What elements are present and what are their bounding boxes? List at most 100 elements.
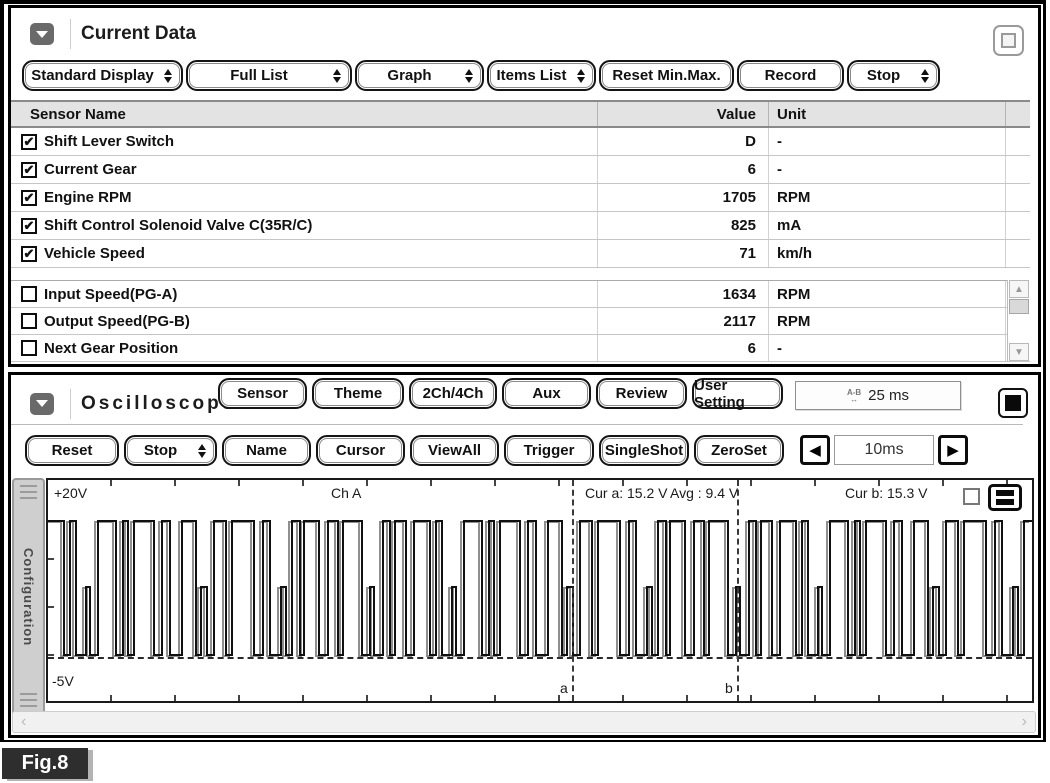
zeroset-button[interactable]: ZeroSet — [694, 435, 784, 466]
oscilloscope-panel: Oscilloscope Sensor Theme 2Ch/4Ch Aux Re… — [8, 372, 1041, 738]
row-checkbox[interactable] — [21, 313, 37, 329]
singleshot-button[interactable]: SingleShot — [599, 435, 689, 466]
collapse-button[interactable] — [30, 392, 54, 415]
trigger-button[interactable]: Trigger — [504, 435, 594, 466]
timebase-left-button[interactable]: ◀ — [800, 435, 830, 465]
left-ticks — [48, 558, 54, 658]
reset-button[interactable]: Reset — [25, 435, 119, 466]
button-label: 2Ch/4Ch — [422, 385, 484, 402]
sensor-unit: - — [768, 335, 1005, 361]
user-setting-button[interactable]: User Setting — [692, 377, 783, 411]
timebase-right-button[interactable]: ▶ — [938, 435, 968, 465]
stop-scope-dropdown[interactable]: Stop — [124, 435, 217, 466]
row-checkbox[interactable]: ✔ — [21, 161, 37, 178]
page-title: Current Data — [81, 23, 197, 44]
viewall-button[interactable]: ViewAll — [410, 435, 499, 466]
restore-window-button[interactable] — [993, 25, 1024, 56]
theme-button[interactable]: Theme — [312, 378, 404, 409]
average-readout: Avg : 9.4 V — [670, 485, 739, 501]
table-row[interactable]: Input Speed(PG-A) 1634 RPM — [11, 281, 1030, 308]
2ch-4ch-button[interactable]: 2Ch/4Ch — [409, 378, 497, 409]
standard-display-dropdown[interactable]: Standard Display — [22, 60, 183, 91]
scrollbar-thumb[interactable] — [1009, 299, 1029, 314]
sensor-unit: km/h — [768, 240, 1005, 267]
scope-checkbox[interactable] — [963, 488, 980, 505]
stop-dropdown[interactable]: Stop — [847, 60, 940, 91]
aux-button[interactable]: Aux — [502, 378, 591, 409]
cursor-b-line[interactable] — [737, 480, 739, 701]
table-row[interactable]: ✔ Shift Lever Switch D - — [11, 128, 1030, 156]
divider — [70, 388, 71, 419]
stop-square-button[interactable] — [998, 388, 1028, 418]
cursor-b-mark: b — [725, 680, 733, 696]
up-down-arrows-icon — [577, 68, 585, 83]
table-row[interactable]: ✔ Current Gear 6 - — [11, 156, 1030, 184]
items-list-dropdown[interactable]: Items List — [487, 60, 596, 91]
oscilloscope-toolbar-bottom: Reset Stop Name Cursor ViewAll Trigger S… — [25, 435, 784, 466]
row-gutter — [1005, 335, 1030, 361]
row-checkbox[interactable] — [21, 286, 37, 302]
row-checkbox[interactable]: ✔ — [21, 217, 37, 234]
button-label: Full List — [230, 67, 288, 84]
sensor-unit: RPM — [768, 281, 1005, 307]
name-button[interactable]: Name — [222, 435, 311, 466]
table-row[interactable]: ✔ Engine RPM 1705 RPM — [11, 184, 1030, 212]
button-label: Items List — [496, 67, 567, 84]
sensor-name: Vehicle Speed — [44, 245, 145, 262]
chevron-down-icon — [36, 30, 48, 38]
full-list-dropdown[interactable]: Full List — [186, 60, 352, 91]
table-row[interactable]: Next Gear Position 6 - — [11, 335, 1030, 362]
sensor-value: 6 — [597, 156, 768, 183]
scroll-down-button[interactable]: ▼ — [1009, 343, 1029, 361]
grip-icon — [20, 693, 37, 709]
row-checkbox[interactable]: ✔ — [21, 245, 37, 262]
sensor-value: 2117 — [597, 308, 768, 334]
sensor-unit: - — [768, 128, 1005, 155]
zero-volt-dashed-line — [48, 657, 1032, 659]
horizontal-scrollbar[interactable]: ‹ › — [12, 711, 1036, 733]
sensor-value: 71 — [597, 240, 768, 267]
table-header: Sensor Name Value Unit — [11, 100, 1030, 128]
up-down-arrows-icon — [198, 443, 206, 458]
graph-dropdown[interactable]: Graph — [355, 60, 484, 91]
record-button[interactable]: Record — [737, 60, 844, 91]
button-label: Reset — [51, 442, 93, 459]
a-b-delta-icon: A-B ↔ — [846, 387, 862, 404]
configuration-tab-label: Configuration — [21, 547, 36, 647]
table-row[interactable]: ✔ Shift Control Solenoid Valve C(35R/C) … — [11, 212, 1030, 240]
scroll-left-icon[interactable]: ‹ — [21, 713, 27, 730]
row-gutter — [1005, 212, 1030, 239]
grip-icon — [20, 485, 37, 501]
row-checkbox[interactable]: ✔ — [21, 189, 37, 206]
cursor-a-line[interactable] — [572, 480, 574, 701]
sensor-unit: mA — [768, 212, 1005, 239]
button-label: SingleShot — [604, 442, 684, 459]
table-row[interactable]: ✔ Vehicle Speed 71 km/h — [11, 240, 1030, 268]
scroll-right-icon[interactable]: › — [1021, 713, 1027, 730]
divider — [70, 19, 71, 49]
sensor-name: Next Gear Position — [44, 339, 179, 357]
collapse-button[interactable] — [30, 23, 54, 45]
column-header-value: Value — [597, 102, 768, 126]
bottom-ticks — [48, 695, 1032, 701]
two-bars-button[interactable] — [988, 484, 1022, 511]
table-vertical-scrollbar[interactable]: ▲ ▼ — [1007, 280, 1030, 361]
cursor-button[interactable]: Cursor — [316, 435, 405, 466]
row-checkbox[interactable] — [21, 340, 37, 356]
scroll-up-button[interactable]: ▲ — [1009, 280, 1029, 298]
column-header-gutter — [1005, 102, 1030, 126]
review-button[interactable]: Review — [596, 378, 687, 409]
reset-minmax-button[interactable]: Reset Min.Max. — [599, 60, 734, 91]
bar-icon — [996, 499, 1014, 505]
top-ticks — [48, 480, 1032, 486]
sensor-unit: RPM — [768, 184, 1005, 211]
sensor-button[interactable]: Sensor — [218, 378, 307, 409]
sensor-value: 1634 — [597, 281, 768, 307]
sensor-name: Input Speed(PG-A) — [44, 285, 178, 303]
row-gutter — [1005, 308, 1030, 334]
pinned-sensor-rows: ✔ Shift Lever Switch D - ✔ Current Gear … — [11, 128, 1030, 268]
row-checkbox[interactable]: ✔ — [21, 133, 37, 150]
configuration-tab[interactable]: Configuration — [12, 478, 45, 716]
table-row[interactable]: Output Speed(PG-B) 2117 RPM — [11, 308, 1030, 335]
